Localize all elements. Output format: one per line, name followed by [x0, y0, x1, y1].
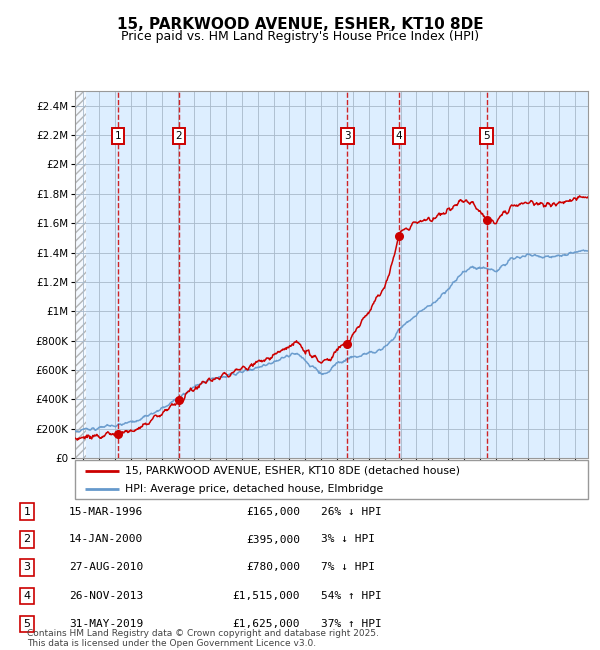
Text: 15-MAR-1996: 15-MAR-1996: [69, 506, 143, 517]
Text: 26-NOV-2013: 26-NOV-2013: [69, 591, 143, 601]
Text: 15, PARKWOOD AVENUE, ESHER, KT10 8DE (detached house): 15, PARKWOOD AVENUE, ESHER, KT10 8DE (de…: [125, 466, 460, 476]
Text: 31-MAY-2019: 31-MAY-2019: [69, 619, 143, 629]
Text: 3% ↓ HPI: 3% ↓ HPI: [321, 534, 375, 545]
Text: 14-JAN-2000: 14-JAN-2000: [69, 534, 143, 545]
Text: 1: 1: [115, 131, 121, 141]
Text: 15, PARKWOOD AVENUE, ESHER, KT10 8DE: 15, PARKWOOD AVENUE, ESHER, KT10 8DE: [116, 17, 484, 32]
Text: 3: 3: [23, 562, 31, 573]
Text: 27-AUG-2010: 27-AUG-2010: [69, 562, 143, 573]
Text: 4: 4: [395, 131, 403, 141]
Text: Contains HM Land Registry data © Crown copyright and database right 2025.
This d: Contains HM Land Registry data © Crown c…: [27, 629, 379, 648]
Text: £1,515,000: £1,515,000: [233, 591, 300, 601]
Text: 4: 4: [23, 591, 31, 601]
Text: HPI: Average price, detached house, Elmbridge: HPI: Average price, detached house, Elmb…: [125, 484, 383, 495]
Text: 5: 5: [483, 131, 490, 141]
Text: 54% ↑ HPI: 54% ↑ HPI: [321, 591, 382, 601]
Bar: [75, 91, 86, 458]
Text: 5: 5: [23, 619, 31, 629]
Text: £780,000: £780,000: [246, 562, 300, 573]
Text: 7% ↓ HPI: 7% ↓ HPI: [321, 562, 375, 573]
Text: Price paid vs. HM Land Registry's House Price Index (HPI): Price paid vs. HM Land Registry's House …: [121, 30, 479, 43]
Text: £165,000: £165,000: [246, 506, 300, 517]
Text: 26% ↓ HPI: 26% ↓ HPI: [321, 506, 382, 517]
Text: £1,625,000: £1,625,000: [233, 619, 300, 629]
Text: £395,000: £395,000: [246, 534, 300, 545]
Text: 2: 2: [176, 131, 182, 141]
Text: 37% ↑ HPI: 37% ↑ HPI: [321, 619, 382, 629]
Text: 1: 1: [23, 506, 31, 517]
Text: 3: 3: [344, 131, 350, 141]
Text: 2: 2: [23, 534, 31, 545]
